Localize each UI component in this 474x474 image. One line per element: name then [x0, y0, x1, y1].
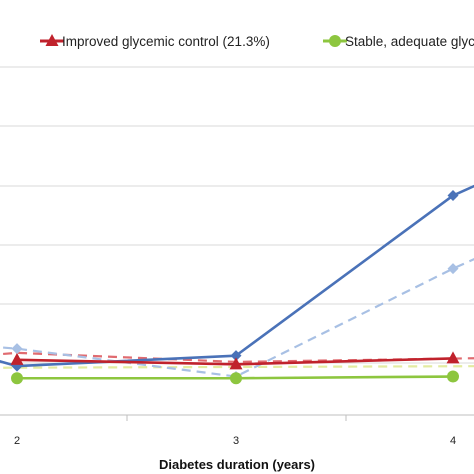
legend-label: Stable, adequate glyc [345, 34, 474, 49]
circle-marker [230, 372, 242, 385]
circle-marker [329, 35, 341, 47]
legend-label: Improved glycemic control (21.3%) [62, 34, 270, 49]
triangle-marker [229, 357, 243, 370]
x-tick-label: 3 [233, 435, 239, 447]
diamond-marker [11, 343, 23, 355]
triangle-marker [45, 34, 59, 46]
circle-marker [11, 372, 23, 385]
diamond-marker [447, 190, 459, 202]
triangle-marker [446, 351, 460, 364]
series-path [0, 258, 474, 378]
x-axis-title: Diabetes duration (years) [159, 457, 315, 472]
legend-item: Stable, adequate glyc [323, 34, 474, 49]
series-line [11, 370, 459, 385]
circle-marker [447, 370, 459, 383]
legend-item: Improved glycemic control (21.3%) [40, 34, 270, 49]
series-layer [0, 184, 474, 385]
diamond-marker [230, 350, 242, 362]
diamond-marker [447, 263, 459, 275]
gridlines [0, 66, 474, 364]
series-line [10, 351, 460, 370]
x-axis [0, 414, 474, 421]
triangle-marker [10, 352, 24, 365]
x-tick-label: 4 [450, 435, 456, 447]
x-tick-label: 2 [14, 435, 20, 447]
series-line [0, 184, 474, 372]
x-tick-labels: 2 3 4 [14, 435, 456, 447]
legend: Improved glycemic control (21.3%) Stable,… [40, 34, 474, 49]
series-path [0, 184, 474, 368]
